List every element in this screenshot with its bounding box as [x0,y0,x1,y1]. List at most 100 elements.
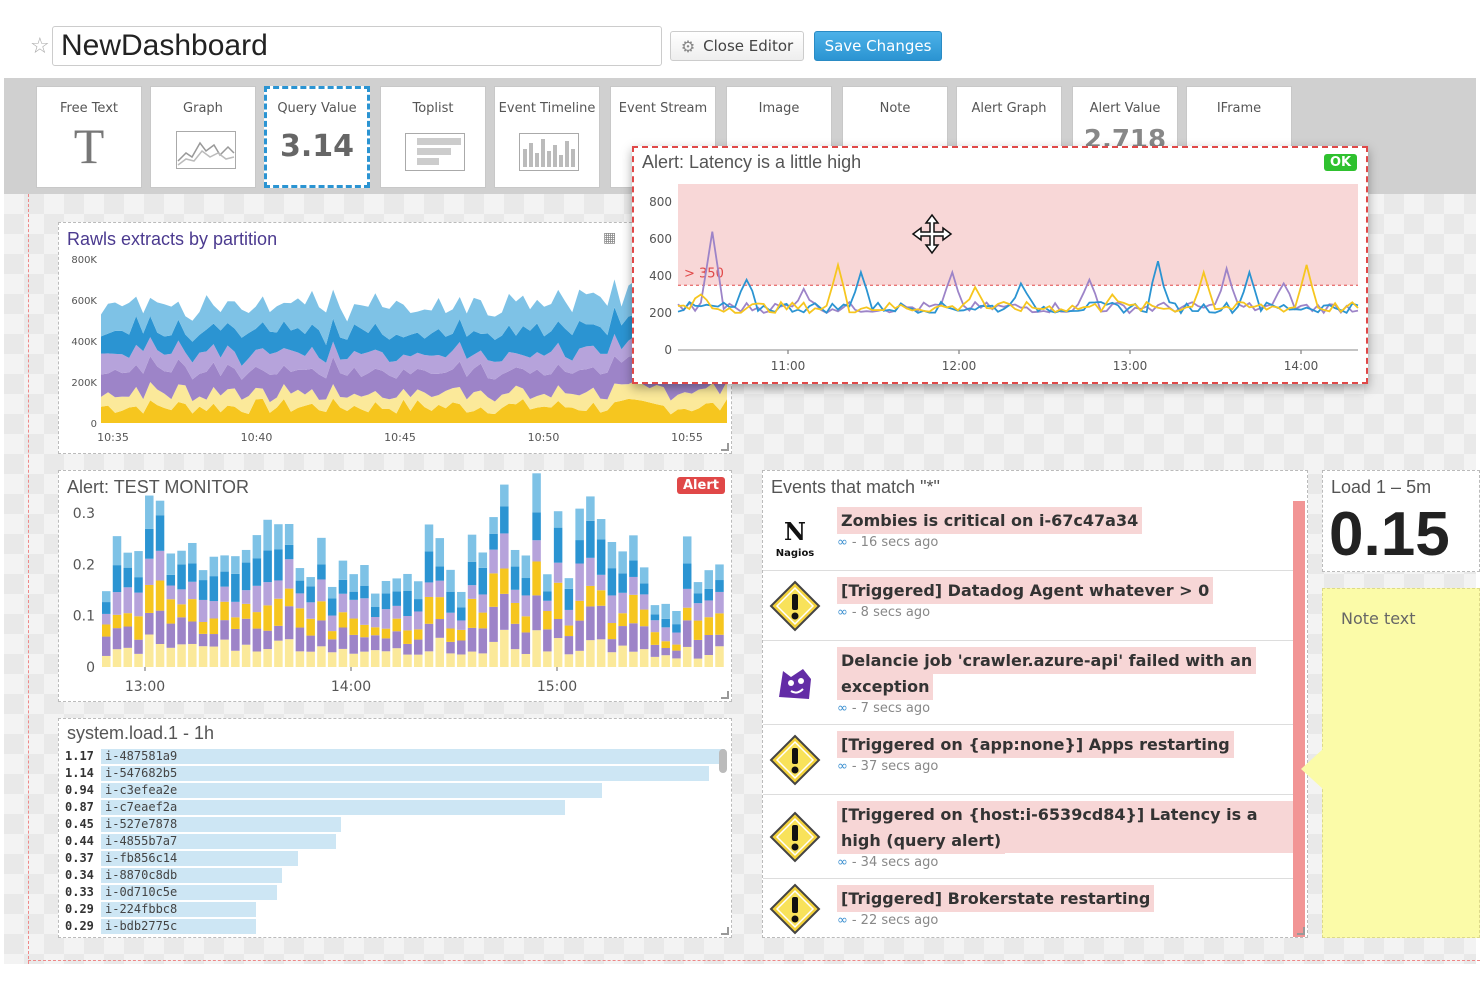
scrollbar[interactable] [719,749,727,773]
bar-segment [274,549,283,581]
bar-segment [607,568,617,596]
toplist-value: 0.87 [65,800,94,814]
widget-alert-latency[interactable]: Alert: Latency is a little high OK > 350… [632,146,1368,384]
tile-toplist[interactable]: Toplist [380,86,486,188]
bar-segment [134,551,143,578]
widget-load-value[interactable]: Load 1 – 5m 0.15 [1322,470,1480,572]
bar-segment [586,585,595,607]
event-item[interactable]: [Triggered] Brokerstate restarting ∞ - 22 … [763,879,1293,937]
bar-segment [145,558,154,585]
bar-segment [693,603,703,621]
event-title-line2[interactable]: high (query alert) [837,827,1006,854]
latency-line-chart: > 350 800 600 400 200 0 11:00 12:00 13:00 14:00 [649,184,1359,373]
bar-segment [295,593,305,609]
x-tick-label: 13:00 [125,679,165,695]
bar-segment [198,570,208,581]
toplist-row[interactable]: 1.14 i-547682b5 [65,766,725,782]
toplist-row[interactable]: 1.17 i-487581a9 [65,749,725,765]
bar-segment [177,644,186,667]
bar-segment [586,496,595,521]
bar-segment [155,643,165,667]
bar-segment [403,630,412,644]
event-item[interactable]: [Triggered on {app:none}] Apps restartin… [763,725,1293,795]
resize-handle[interactable] [1297,927,1305,935]
bar-segment [682,563,692,589]
toplist-host: i-8870c8db [105,868,178,882]
bar-segment [209,556,219,577]
bar-segment [188,599,197,622]
event-stream-scrollbar[interactable] [1293,501,1305,937]
bar-segment [672,658,681,667]
event-title[interactable]: [Triggered on {app:none}] Apps restartin… [837,731,1234,758]
resize-handle[interactable] [721,691,729,699]
x-tick-label: 10:40 [241,431,273,444]
widget-rawls-extracts[interactable]: Rawls extracts by partition ▦ 800K 600K 40… [58,222,732,454]
bar-segment [510,549,520,567]
resize-handle[interactable] [721,927,729,935]
bar-segment [446,591,455,613]
bar-segment [414,639,423,655]
event-title-line2[interactable]: exception [837,673,934,700]
bar-segment [553,638,563,667]
tile-event-timeline[interactable]: Event Timeline [494,86,600,188]
save-changes-button[interactable]: Save Changes [814,31,942,61]
bar-segment [123,647,133,667]
bar-segment [618,573,627,593]
star-icon[interactable]: ☆ [30,34,50,59]
toplist-row[interactable]: 0.44 i-4855b7a7 [65,834,725,850]
event-item[interactable]: Delancie job 'crawler.azure-api' failed … [763,641,1293,725]
bar-segment [553,562,563,583]
bar-segment [360,585,369,599]
event-title[interactable]: Delancie job 'crawler.azure-api' failed … [837,647,1257,674]
widget-note[interactable]: Note text [1301,588,1480,938]
widget-settings-icon[interactable]: ▦ [603,230,617,246]
bar-segment [564,609,574,626]
bar-segment [629,651,638,667]
tile-free-text[interactable]: Free Text T [36,86,142,188]
toplist-row[interactable]: 0.37 i-fb856c14 [65,851,725,867]
bar-segment [414,629,423,640]
bar-segment [435,597,445,620]
event-item[interactable]: [Triggered on {host:i-6539cd84}] Latency… [763,795,1293,879]
toplist-row[interactable]: 0.33 i-0d710c5e [65,885,725,901]
bar-segment [629,535,638,561]
widget-toplist[interactable]: system.load.1 - 1h 1.17 i-487581a9 1.14 i-5… [58,718,732,938]
resize-handle[interactable] [721,443,729,451]
widget-event-stream[interactable]: Events that match "*" N Nagios Zombies is … [762,470,1308,938]
toplist-row[interactable]: 0.87 i-c7eaef2a [65,800,725,816]
bar-segment [639,649,649,667]
tile-graph[interactable]: Graph [150,86,256,188]
tile-query-value[interactable]: Query Value 3.14 [264,86,370,188]
bar-segment [532,473,541,513]
toplist-host: i-487581a9 [105,749,178,763]
toplist-row[interactable]: 0.29 i-224fbbc8 [65,902,725,918]
close-editor-button[interactable]: ⚙ Close Editor [670,31,804,61]
bar-segment [682,536,692,564]
widget-test-monitor[interactable]: Alert: TEST MONITOR Alert 0.3 0.2 0.1 0 13:0… [58,470,732,702]
dashboard-title-input[interactable] [52,26,662,66]
bar-segment [327,639,337,653]
toplist-row[interactable]: 0.45 i-527e7878 [65,817,725,833]
close-editor-label: Close Editor [703,37,794,55]
bar-segment [457,607,466,621]
event-item[interactable]: [Triggered] Datadog Agent whatever > 0 ∞ -… [763,571,1293,641]
load-value: 0.15 [1329,500,1450,569]
bar-segment [381,580,391,594]
toplist-thumbnail-icon [405,133,465,171]
bar-segment [682,620,692,647]
bar-segment [370,635,380,651]
toplist-row[interactable]: 0.29 i-bdb2775c [65,919,725,935]
toplist-value: 0.45 [65,817,94,831]
bar-segment [123,587,133,614]
event-time-text: - 8 secs ago [851,605,931,620]
toplist-row[interactable]: 0.34 i-8870c8db [65,868,725,884]
event-title[interactable]: Zombies is critical on i-67c47a34 [837,507,1143,534]
event-item[interactable]: N Nagios Zombies is critical on i-67c47a34… [763,501,1293,571]
bar-segment [327,615,337,632]
event-title[interactable]: [Triggered] Datadog Agent whatever > 0 [837,577,1214,604]
toplist-value: 0.29 [65,919,94,933]
bar-segment [564,636,574,655]
bar-segment [650,605,660,615]
toplist-row[interactable]: 0.94 i-c3efea2e [65,783,725,799]
event-title[interactable]: [Triggered] Brokerstate restarting [837,885,1155,912]
